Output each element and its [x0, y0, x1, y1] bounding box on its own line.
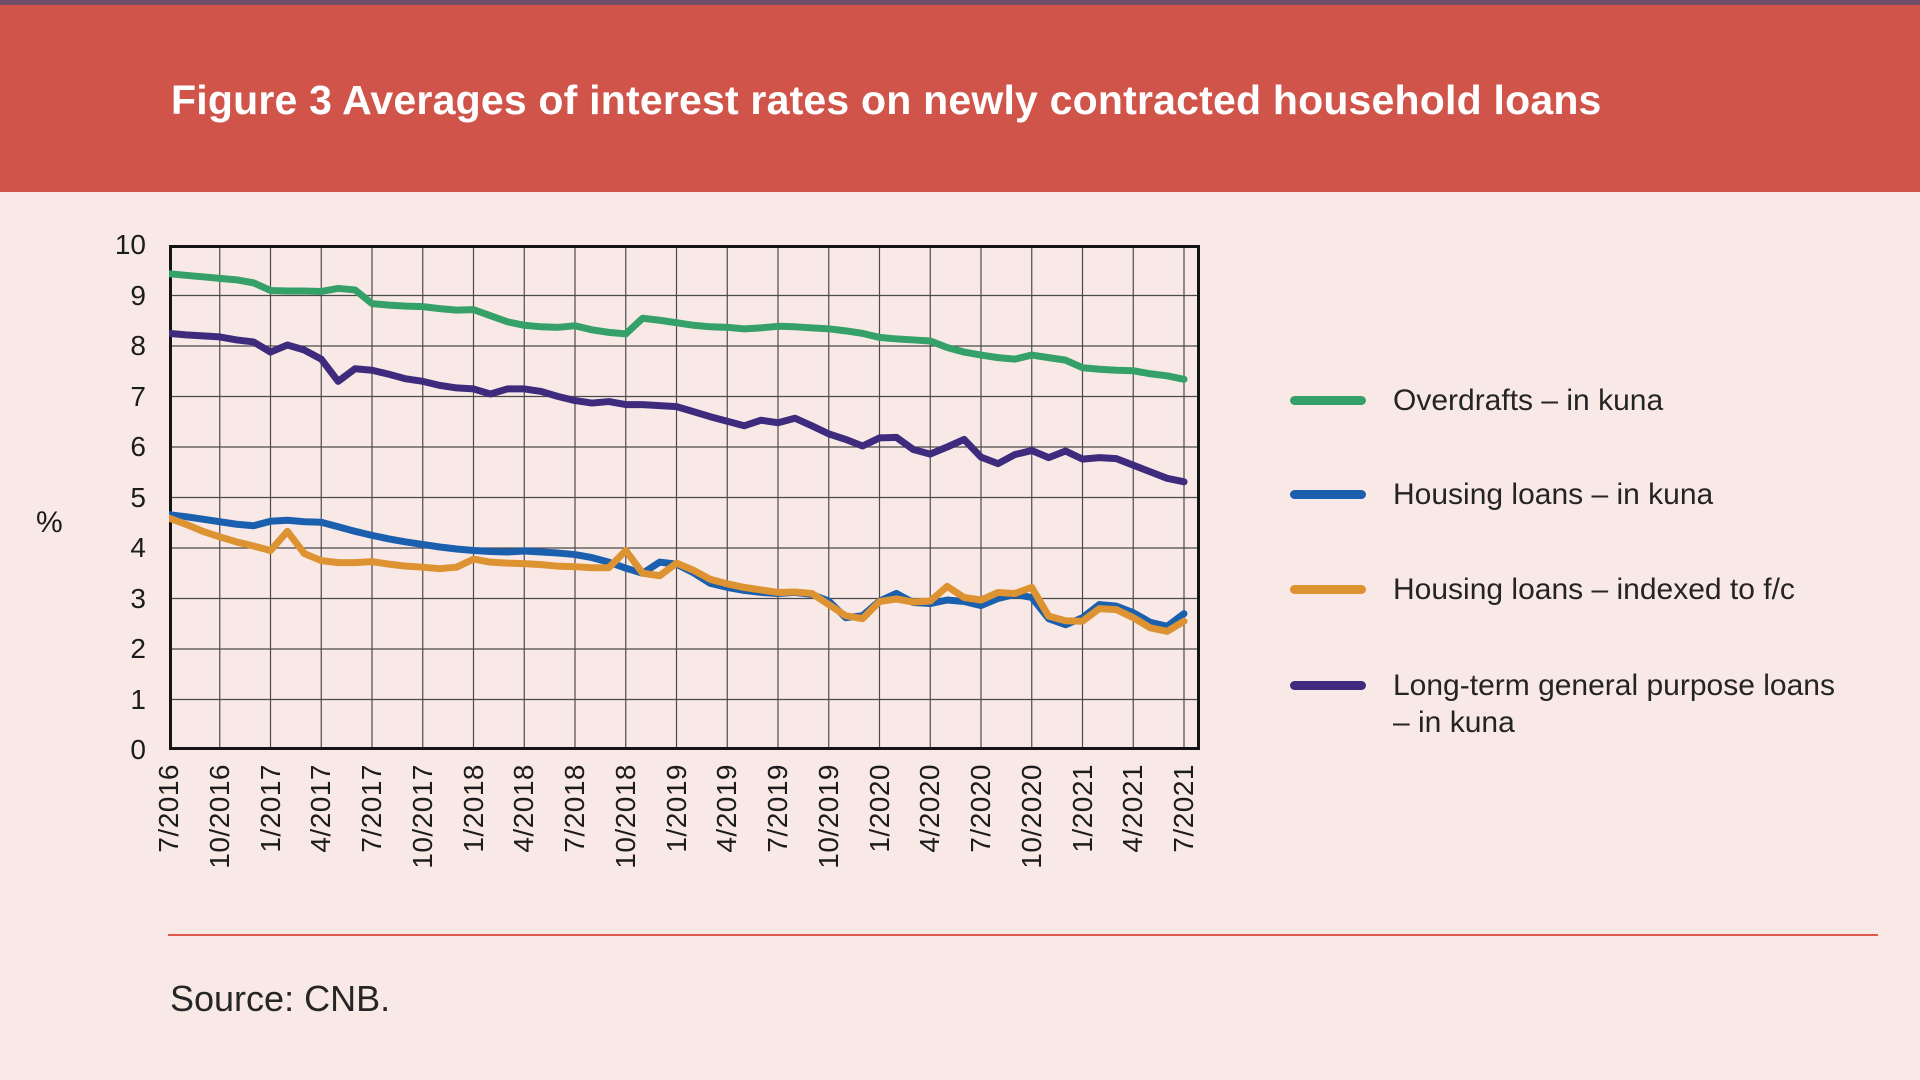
x-tick-label: 1/2021: [1066, 764, 1098, 853]
x-tick-label: 4/2017: [305, 764, 337, 853]
gridlines: [169, 245, 1200, 750]
x-tick-label: 1/2019: [660, 764, 692, 853]
x-tick-label: 1/2017: [254, 764, 286, 853]
y-axis-unit-label: %: [36, 506, 63, 539]
x-tick-label: 1/2020: [863, 764, 895, 853]
x-tick-label: 4/2021: [1117, 764, 1149, 853]
line-chart: [169, 245, 1200, 750]
x-tick-label: 10/2020: [1015, 764, 1047, 869]
x-tick-label: 1/2018: [457, 764, 489, 853]
x-tick-label: 7/2021: [1168, 764, 1199, 853]
axis-frame: [169, 245, 1200, 750]
y-tick-label: 7: [130, 380, 146, 412]
legend-swatch-overdrafts-in-kuna: [1290, 396, 1366, 405]
y-tick-label: 4: [130, 532, 146, 563]
figure-header-banner: Figure 3 Averages of interest rates on n…: [0, 0, 1920, 192]
legend-label: Long-term general purpose loans – in kuna: [1393, 669, 1835, 739]
series-line-overdrafts-in-kuna: [169, 270, 1188, 383]
y-tick-label: 6: [130, 431, 146, 462]
y-tick-label: 10: [114, 229, 146, 260]
x-tick-label: 10/2019: [812, 764, 844, 869]
x-tick-label: 10/2017: [406, 764, 438, 869]
x-tick-label: 10/2018: [609, 764, 641, 869]
y-tick-label: 0: [130, 734, 146, 765]
series-line-long-term-general-purpose-loans-in-kuna: [169, 329, 1188, 486]
x-tick-label: 7/2018: [559, 764, 590, 853]
x-tick-label: 7/2016: [153, 764, 184, 853]
legend-label: Housing loans – indexed to f/c: [1393, 573, 1795, 606]
y-tick-label: 5: [130, 481, 146, 513]
series-line-housing-loans-indexed-to-fc: [169, 514, 1188, 635]
y-tick-label: 2: [130, 633, 146, 664]
y-tick-label: 3: [130, 582, 146, 614]
legend-label: Overdrafts – in kuna: [1393, 384, 1664, 417]
x-tick-label: 7/2017: [356, 764, 387, 853]
footer-divider: [168, 934, 1878, 936]
source-note: Source: CNB.: [170, 978, 391, 1019]
y-tick-label: 9: [130, 279, 146, 311]
legend-swatch-long-term-general-purpose-loans-in-kuna: [1290, 681, 1366, 690]
x-tick-label: 4/2018: [508, 764, 540, 853]
legend-swatch-housing-loans-indexed-to-fc: [1290, 585, 1366, 594]
legend-label: Housing loans – in kuna: [1393, 478, 1714, 511]
x-tick-label: 7/2020: [965, 764, 996, 853]
y-tick-label: 8: [130, 330, 146, 361]
x-tick-label: 4/2020: [914, 764, 946, 853]
x-tick-label: 4/2019: [711, 764, 743, 853]
y-tick-label: 1: [130, 683, 146, 715]
x-tick-label: 7/2019: [762, 764, 793, 853]
x-tick-label: 10/2016: [203, 764, 235, 869]
page-title: Figure 3 Averages of interest rates on n…: [171, 77, 1602, 123]
legend-swatch-housing-loans-in-kuna: [1290, 490, 1366, 499]
chart-legend: Overdrafts – in kuna Housing loans – in k…: [1290, 0, 1910, 1080]
